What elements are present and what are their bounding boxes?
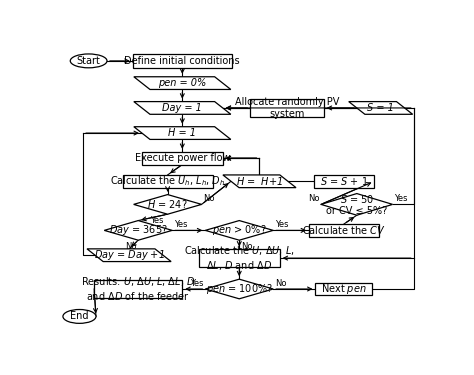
FancyBboxPatch shape <box>250 99 324 117</box>
Polygon shape <box>134 127 231 140</box>
Ellipse shape <box>63 309 96 323</box>
Text: S = 1: S = 1 <box>367 103 394 113</box>
Text: No: No <box>125 242 137 250</box>
Text: End: End <box>70 311 89 321</box>
Text: $pen$ = 100%?: $pen$ = 100%? <box>206 282 273 296</box>
Text: Start: Start <box>77 56 100 66</box>
Text: Calculate the $U_h$, $L_h$, $D_h$: Calculate the $U_h$, $L_h$, $D_h$ <box>110 174 225 188</box>
FancyBboxPatch shape <box>94 280 182 298</box>
Text: Execute power flow: Execute power flow <box>135 153 230 163</box>
Text: $H$ = 24?: $H$ = 24? <box>147 198 188 210</box>
Text: Yes: Yes <box>174 220 188 229</box>
Text: $H$ =  $H$+1: $H$ = $H$+1 <box>236 175 283 187</box>
FancyBboxPatch shape <box>309 224 379 237</box>
Text: Yes: Yes <box>190 279 203 288</box>
Text: $Day$ = 365?: $Day$ = 365? <box>109 224 168 237</box>
Text: pen = 0%: pen = 0% <box>158 78 207 88</box>
Polygon shape <box>349 102 413 114</box>
Text: Yes: Yes <box>150 216 164 225</box>
Ellipse shape <box>70 54 107 68</box>
Text: H = 1: H = 1 <box>168 128 196 138</box>
FancyBboxPatch shape <box>314 175 374 188</box>
Text: Define initial conditions: Define initial conditions <box>125 56 240 66</box>
FancyBboxPatch shape <box>123 175 213 188</box>
Text: Calculate the $U$, $ΔU$, $L$,
$ΔL$, $D$ and $ΔD$: Calculate the $U$, $ΔU$, $L$, $ΔL$, $D$ … <box>184 244 294 272</box>
Polygon shape <box>87 249 171 262</box>
Polygon shape <box>205 220 273 240</box>
Text: Yes: Yes <box>275 220 289 229</box>
FancyBboxPatch shape <box>316 283 373 296</box>
Text: $S$ = 50
or CV ≤ 5%?: $S$ = 50 or CV ≤ 5%? <box>326 193 387 216</box>
Text: No: No <box>241 242 253 250</box>
Text: Calculate the $CV$: Calculate the $CV$ <box>302 224 386 236</box>
Text: No: No <box>308 194 319 203</box>
Polygon shape <box>205 279 273 299</box>
Text: $pen$ > 0%?: $pen$ > 0%? <box>212 224 266 237</box>
Text: Day = 1: Day = 1 <box>163 103 202 113</box>
Polygon shape <box>134 77 231 90</box>
Polygon shape <box>223 175 296 188</box>
Text: $S$ = $S$ + 1: $S$ = $S$ + 1 <box>320 175 368 187</box>
Text: No: No <box>203 194 215 203</box>
Text: Results: $U$, $ΔU$, $L$, $ΔL$, $D$
and $ΔD$ of the feeder: Results: $U$, $ΔU$, $L$, $ΔL$, $D$ and $… <box>81 276 195 303</box>
Polygon shape <box>134 102 231 114</box>
FancyBboxPatch shape <box>142 152 223 165</box>
Polygon shape <box>134 195 201 214</box>
Text: Next $pen$: Next $pen$ <box>321 282 367 296</box>
Text: Allocate randomly PV
system: Allocate randomly PV system <box>235 97 339 119</box>
FancyBboxPatch shape <box>199 249 280 267</box>
Text: No: No <box>275 279 287 288</box>
Polygon shape <box>321 194 392 215</box>
Polygon shape <box>104 220 172 240</box>
FancyBboxPatch shape <box>133 54 232 68</box>
Text: Yes: Yes <box>394 194 408 203</box>
Text: $Day$ = $Day$ +1: $Day$ = $Day$ +1 <box>93 248 164 262</box>
